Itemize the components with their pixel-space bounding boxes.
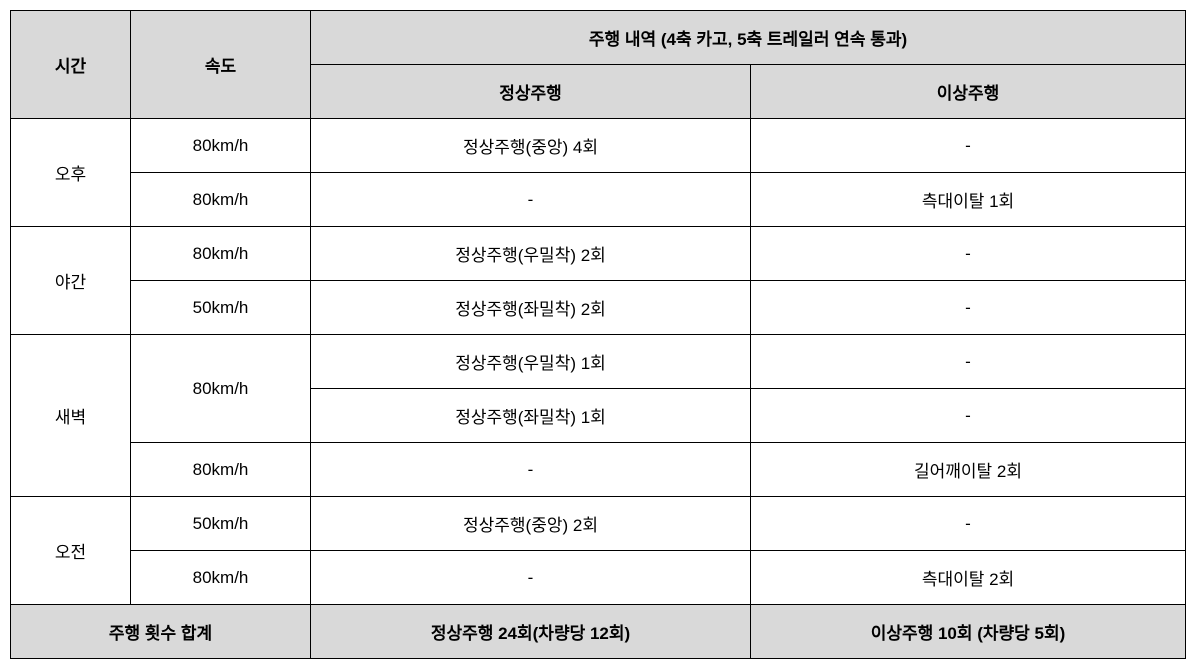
abnormal-cell: - bbox=[751, 497, 1186, 551]
speed-cell: 80km/h bbox=[131, 551, 311, 605]
table-row: 야간 80km/h 정상주행(우밀착) 2회 - bbox=[11, 227, 1186, 281]
time-cell: 오전 bbox=[11, 497, 131, 605]
normal-cell: - bbox=[311, 173, 751, 227]
abnormal-cell: - bbox=[751, 389, 1186, 443]
normal-cell: 정상주행(좌밀착) 1회 bbox=[311, 389, 751, 443]
time-cell: 야간 bbox=[11, 227, 131, 335]
table-row: 80km/h - 길어깨이탈 2회 bbox=[11, 443, 1186, 497]
normal-cell: 정상주행(우밀착) 1회 bbox=[311, 335, 751, 389]
footer-row: 주행 횟수 합계 정상주행 24회(차량당 12회) 이상주행 10회 (차량당… bbox=[11, 605, 1186, 659]
normal-cell: 정상주행(좌밀착) 2회 bbox=[311, 281, 751, 335]
abnormal-cell: 측대이탈 2회 bbox=[751, 551, 1186, 605]
table-row: 80km/h - 측대이탈 1회 bbox=[11, 173, 1186, 227]
speed-cell: 80km/h bbox=[131, 335, 311, 443]
time-cell: 오후 bbox=[11, 119, 131, 227]
abnormal-cell: 측대이탈 1회 bbox=[751, 173, 1186, 227]
abnormal-cell: - bbox=[751, 281, 1186, 335]
normal-cell: 정상주행(중앙) 2회 bbox=[311, 497, 751, 551]
speed-cell: 80km/h bbox=[131, 227, 311, 281]
normal-cell: 정상주행(우밀착) 2회 bbox=[311, 227, 751, 281]
abnormal-cell: - bbox=[751, 119, 1186, 173]
abnormal-cell: - bbox=[751, 227, 1186, 281]
normal-cell: - bbox=[311, 551, 751, 605]
header-speed: 속도 bbox=[131, 11, 311, 119]
header-driving-history: 주행 내역 (4축 카고, 5축 트레일러 연속 통과) bbox=[311, 11, 1186, 65]
speed-cell: 80km/h bbox=[131, 443, 311, 497]
driving-history-table: 시간 속도 주행 내역 (4축 카고, 5축 트레일러 연속 통과) 정상주행 … bbox=[10, 10, 1186, 659]
abnormal-cell: 길어깨이탈 2회 bbox=[751, 443, 1186, 497]
time-cell: 새벽 bbox=[11, 335, 131, 497]
header-time: 시간 bbox=[11, 11, 131, 119]
table-row: 50km/h 정상주행(좌밀착) 2회 - bbox=[11, 281, 1186, 335]
footer-total-label: 주행 횟수 합계 bbox=[11, 605, 311, 659]
header-normal: 정상주행 bbox=[311, 65, 751, 119]
table-row: 새벽 80km/h 정상주행(우밀착) 1회 - bbox=[11, 335, 1186, 389]
header-abnormal: 이상주행 bbox=[751, 65, 1186, 119]
normal-cell: - bbox=[311, 443, 751, 497]
abnormal-cell: - bbox=[751, 335, 1186, 389]
normal-cell: 정상주행(중앙) 4회 bbox=[311, 119, 751, 173]
footer-normal-total: 정상주행 24회(차량당 12회) bbox=[311, 605, 751, 659]
speed-cell: 50km/h bbox=[131, 281, 311, 335]
footer-abnormal-total: 이상주행 10회 (차량당 5회) bbox=[751, 605, 1186, 659]
speed-cell: 80km/h bbox=[131, 173, 311, 227]
speed-cell: 50km/h bbox=[131, 497, 311, 551]
table-row: 80km/h - 측대이탈 2회 bbox=[11, 551, 1186, 605]
speed-cell: 80km/h bbox=[131, 119, 311, 173]
table-row: 오후 80km/h 정상주행(중앙) 4회 - bbox=[11, 119, 1186, 173]
header-row-1: 시간 속도 주행 내역 (4축 카고, 5축 트레일러 연속 통과) bbox=[11, 11, 1186, 65]
table-row: 오전 50km/h 정상주행(중앙) 2회 - bbox=[11, 497, 1186, 551]
